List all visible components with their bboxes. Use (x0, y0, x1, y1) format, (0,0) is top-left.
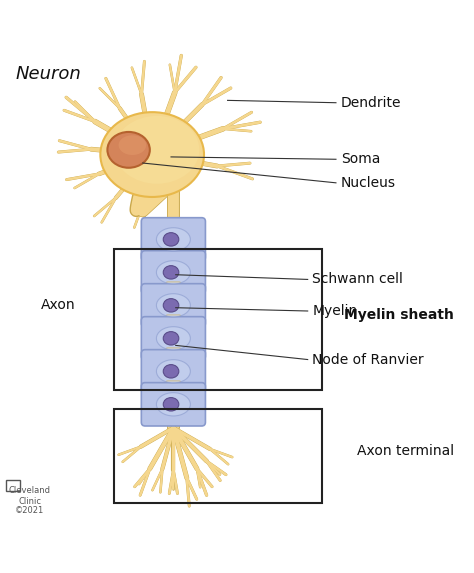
Ellipse shape (163, 364, 179, 378)
FancyBboxPatch shape (166, 315, 181, 329)
Text: ©2021: ©2021 (15, 506, 44, 515)
Ellipse shape (115, 116, 199, 184)
Text: Axon: Axon (41, 299, 75, 312)
FancyBboxPatch shape (166, 249, 181, 263)
Text: Axon terminal: Axon terminal (356, 445, 454, 458)
Text: Neuron: Neuron (16, 65, 81, 83)
Ellipse shape (163, 233, 179, 246)
Text: Myelin sheath: Myelin sheath (344, 308, 454, 322)
Ellipse shape (163, 266, 179, 279)
Text: Cleveland
Clinic: Cleveland Clinic (9, 486, 51, 506)
Bar (115, 409, 322, 503)
FancyBboxPatch shape (141, 218, 205, 261)
Ellipse shape (156, 393, 191, 416)
FancyBboxPatch shape (141, 250, 205, 294)
Ellipse shape (156, 360, 191, 383)
FancyBboxPatch shape (166, 380, 181, 395)
Bar (115, 249, 322, 390)
Ellipse shape (163, 398, 179, 411)
Ellipse shape (100, 112, 204, 197)
Ellipse shape (163, 332, 179, 345)
Text: Soma: Soma (341, 152, 380, 166)
Ellipse shape (156, 327, 191, 350)
FancyBboxPatch shape (141, 284, 205, 327)
Bar (6, 480, 20, 492)
Ellipse shape (156, 294, 191, 317)
Ellipse shape (156, 227, 191, 251)
FancyBboxPatch shape (141, 383, 205, 426)
Ellipse shape (108, 132, 150, 168)
Text: Schwann cell: Schwann cell (312, 272, 403, 286)
Text: Dendrite: Dendrite (341, 96, 401, 109)
Text: Myelin: Myelin (312, 304, 358, 318)
Ellipse shape (163, 299, 179, 312)
FancyBboxPatch shape (141, 317, 205, 360)
Ellipse shape (118, 135, 146, 155)
FancyBboxPatch shape (166, 282, 181, 296)
FancyBboxPatch shape (166, 348, 181, 362)
Ellipse shape (156, 261, 191, 284)
Text: Node of Ranvier: Node of Ranvier (312, 352, 424, 367)
FancyBboxPatch shape (141, 350, 205, 393)
Text: Nucleus: Nucleus (341, 176, 396, 190)
